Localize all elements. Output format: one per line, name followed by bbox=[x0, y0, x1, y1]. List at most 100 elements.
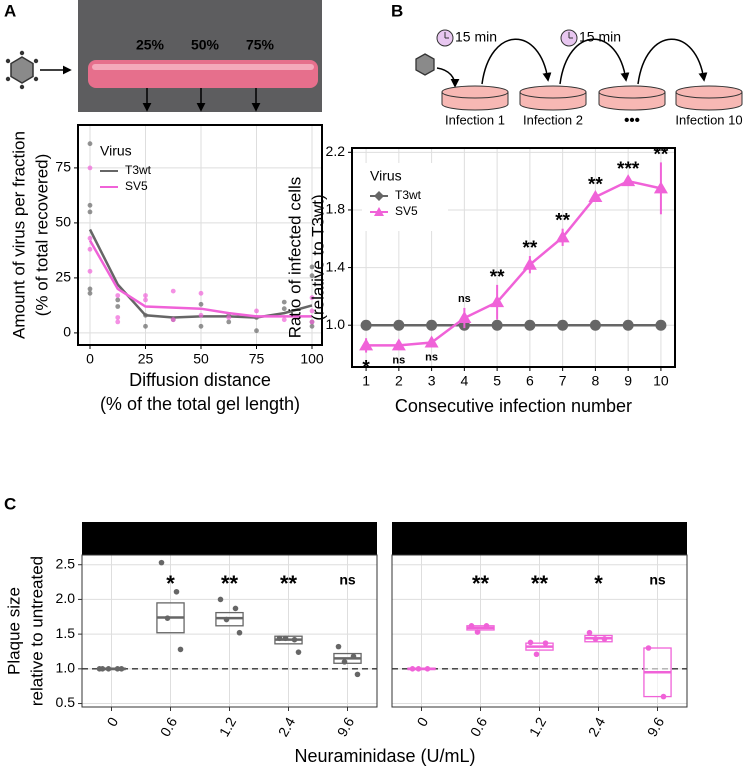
data-point bbox=[276, 635, 283, 642]
data-point bbox=[474, 629, 481, 635]
x-tick-label: 1.2 bbox=[216, 714, 240, 739]
y-tick-label: 50 bbox=[55, 214, 71, 230]
marker bbox=[653, 181, 668, 194]
significance: ns bbox=[339, 572, 356, 588]
data-point bbox=[143, 297, 148, 303]
data-point bbox=[354, 671, 361, 678]
y-axis-label: Plaque size bbox=[4, 587, 23, 675]
x-tick-label: 0.6 bbox=[467, 714, 491, 739]
y-tick-label: 2.0 bbox=[56, 590, 76, 606]
panel-label: B bbox=[391, 1, 403, 20]
data-point bbox=[87, 141, 93, 147]
marker bbox=[589, 319, 601, 331]
y-axis-label: Amount of virus per fraction bbox=[9, 131, 28, 339]
x-tick-label: 100 bbox=[300, 351, 324, 367]
plot-frame bbox=[351, 147, 676, 368]
data-point bbox=[164, 615, 171, 621]
data-point bbox=[281, 306, 287, 312]
data-point bbox=[177, 646, 184, 653]
marker bbox=[622, 319, 634, 331]
x-tick-label: 2.4 bbox=[275, 714, 299, 739]
y-tick-label: 2.2 bbox=[326, 143, 346, 159]
marker bbox=[457, 311, 472, 324]
y-tick-label: 2.5 bbox=[56, 555, 76, 571]
y-tick-label: 0.5 bbox=[56, 694, 76, 710]
y-tick-label: 75 bbox=[55, 159, 71, 175]
y-tick-label: 1.5 bbox=[56, 625, 76, 641]
x-tick-label: 3 bbox=[428, 373, 436, 389]
data-point bbox=[341, 659, 348, 665]
data-point bbox=[170, 288, 176, 294]
data-point bbox=[483, 622, 490, 629]
marker bbox=[522, 257, 537, 270]
marker bbox=[424, 335, 439, 348]
x-tick-label: 2 bbox=[395, 373, 403, 389]
data-point bbox=[309, 295, 315, 301]
data-point bbox=[87, 268, 93, 274]
step-label: ••• bbox=[624, 112, 640, 129]
x-tick-label: 4 bbox=[460, 373, 468, 389]
data-point bbox=[415, 666, 422, 672]
data-point bbox=[158, 559, 165, 566]
significance: ** bbox=[588, 175, 603, 196]
data-point bbox=[660, 693, 667, 700]
significance: ns bbox=[392, 355, 405, 367]
data-point bbox=[254, 328, 259, 334]
data-point bbox=[309, 319, 315, 325]
interval-label: 15 min bbox=[455, 29, 497, 45]
significance: * bbox=[362, 358, 370, 379]
data-point bbox=[114, 666, 121, 672]
x-axis-label: Consecutive infection number bbox=[395, 396, 632, 416]
legend-swatch bbox=[374, 191, 384, 201]
significance: *** bbox=[617, 159, 640, 180]
marker bbox=[391, 338, 406, 351]
data-point bbox=[236, 629, 243, 636]
data-point bbox=[87, 290, 93, 296]
data-point bbox=[143, 293, 148, 298]
infection-diagram bbox=[415, 29, 743, 111]
data-point bbox=[468, 622, 475, 629]
y-axis-label: (% of total recovered) bbox=[32, 154, 51, 317]
legend-label: SV5 bbox=[395, 204, 418, 218]
data-point bbox=[217, 596, 224, 603]
data-point bbox=[198, 301, 204, 307]
data-point bbox=[226, 319, 232, 325]
data-point bbox=[115, 304, 121, 309]
data-point bbox=[143, 323, 148, 329]
gel-label: 75% bbox=[246, 37, 275, 53]
data-point bbox=[542, 640, 549, 646]
x-axis-label: Neuraminidase (U/mL) bbox=[294, 746, 475, 766]
y-axis-label: relative to untreated bbox=[27, 556, 46, 706]
data-point bbox=[309, 264, 315, 270]
significance: ** bbox=[522, 238, 537, 259]
significance: ns bbox=[458, 293, 471, 305]
series-line bbox=[366, 179, 662, 347]
panel-label: C bbox=[4, 494, 16, 513]
significance: ** bbox=[531, 571, 549, 596]
x-tick-label: 50 bbox=[193, 351, 209, 367]
panel-label: A bbox=[4, 1, 16, 20]
x-tick-label: 6 bbox=[526, 373, 534, 389]
data-point bbox=[223, 616, 230, 623]
data-point bbox=[254, 308, 259, 314]
data-point bbox=[105, 666, 112, 672]
x-tick-label: 0 bbox=[86, 351, 94, 367]
significance: ** bbox=[221, 571, 239, 596]
marker bbox=[655, 319, 667, 331]
data-point bbox=[335, 643, 342, 650]
significance: * bbox=[166, 571, 175, 596]
strip-title: T3wt bbox=[213, 529, 246, 546]
interval-label: 15 min bbox=[579, 29, 621, 45]
data-point bbox=[586, 629, 593, 636]
data-point bbox=[198, 312, 204, 318]
data-point bbox=[281, 299, 287, 305]
x-tick-label: 8 bbox=[591, 373, 599, 389]
step-label: Infection 1 bbox=[445, 112, 505, 127]
marker bbox=[491, 319, 503, 331]
data-point bbox=[87, 202, 93, 208]
data-point bbox=[527, 639, 534, 646]
data-point bbox=[350, 653, 357, 660]
legend-title: Virus bbox=[100, 143, 132, 159]
x-tick-label: 0.6 bbox=[157, 714, 181, 739]
data-point bbox=[96, 666, 103, 672]
